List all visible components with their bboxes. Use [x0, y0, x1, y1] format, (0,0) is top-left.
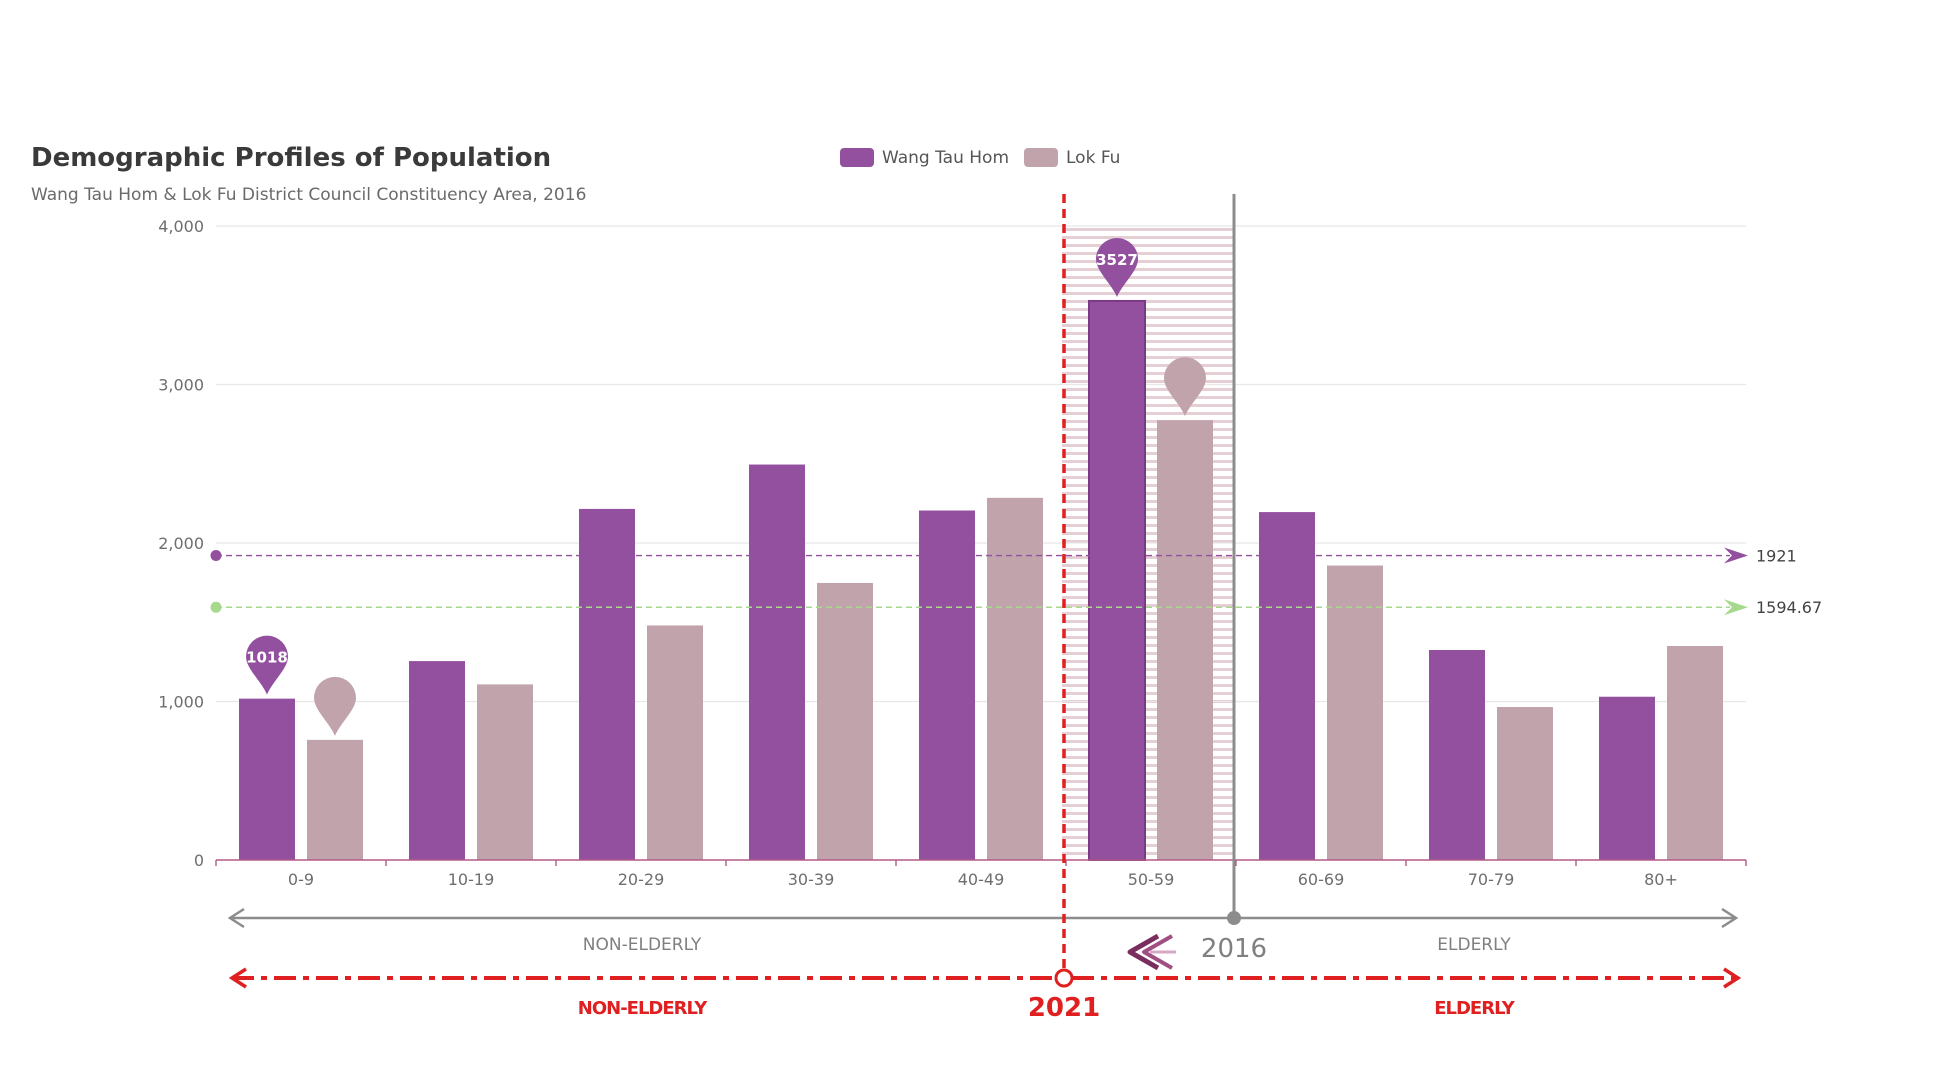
bar-wang-tau-hom-50-59[interactable] — [1088, 299, 1146, 861]
bar-wang-tau-hom-0-9[interactable] — [239, 698, 295, 860]
average-arrowhead — [1724, 547, 1748, 564]
y-tick-label: 2,000 — [158, 534, 204, 553]
bars — [239, 299, 1723, 861]
x-tick-label: 40-49 — [958, 870, 1005, 889]
bar-wang-tau-hom-70-79[interactable] — [1429, 649, 1485, 860]
value-pin-marker — [1164, 357, 1206, 417]
legend-label-lok-fu: Lok Fu — [1066, 148, 1120, 168]
x-tick-label: 0-9 — [288, 870, 314, 889]
bar-lok-fu-70-79[interactable] — [1497, 707, 1553, 860]
value-pin-label: 1018 — [246, 649, 288, 667]
legend-swatch-lok-fu — [1024, 148, 1058, 167]
bar-wang-tau-hom-20-29[interactable] — [579, 508, 635, 860]
legend: Wang Tau Hom Lok Fu — [840, 148, 1120, 168]
bar-lok-fu-80plus[interactable] — [1667, 646, 1723, 860]
chart-title: Demographic Profiles of Population — [31, 143, 551, 173]
shift-arrow-chevron-2 — [1142, 934, 1173, 970]
year-2021-label: 2021 — [1028, 993, 1100, 1023]
bar-wang-tau-hom-80plus[interactable] — [1599, 696, 1655, 860]
x-tick-label: 10-19 — [448, 870, 495, 889]
grey-arrow-left-head — [227, 907, 245, 929]
y-tick-label: 3,000 — [158, 376, 204, 395]
grey-non-elderly-label: NON-ELDERLY — [583, 935, 702, 955]
bar-lok-fu-30-39[interactable] — [817, 582, 873, 860]
bar-wang-tau-hom-60-69[interactable] — [1259, 512, 1315, 860]
x-tick-label: 20-29 — [618, 870, 665, 889]
x-tick-label: 30-39 — [788, 870, 835, 889]
bar-wang-tau-hom-40-49[interactable] — [919, 510, 975, 860]
y-tick-label: 4,000 — [158, 217, 204, 236]
red-elderly-label: ELDERLY — [1434, 998, 1516, 1019]
chart-subtitle: Wang Tau Hom & Lok Fu District Council C… — [31, 185, 586, 205]
year-2021-marker-dot — [1054, 968, 1074, 988]
y-tick-label: 0 — [194, 851, 204, 870]
x-tick-label: 80+ — [1644, 870, 1678, 889]
grey-elderly-label: ELDERLY — [1437, 935, 1511, 955]
year-2016-label: 2016 — [1201, 934, 1267, 964]
average-value-label: 1594.67 — [1756, 598, 1822, 617]
bar-wang-tau-hom-30-39[interactable] — [749, 464, 805, 860]
bar-wang-tau-hom-10-19[interactable] — [409, 661, 465, 860]
x-tick-label: 50-59 — [1128, 870, 1175, 889]
bar-lok-fu-0-9[interactable] — [307, 739, 363, 860]
shift-arrow-chevron-1 — [1127, 933, 1160, 971]
average-arrowhead — [1724, 599, 1748, 616]
bar-lok-fu-10-19[interactable] — [477, 684, 533, 860]
grey-age-arrow — [227, 907, 1739, 929]
y-tick-label: 1,000 — [158, 693, 204, 712]
value-pin-label: 3527 — [1096, 251, 1138, 269]
x-tick-label: 60-69 — [1298, 870, 1345, 889]
red-age-arrow — [228, 967, 1742, 989]
legend-item-wang-tau-hom[interactable]: Wang Tau Hom — [840, 148, 1009, 168]
bar-lok-fu-60-69[interactable] — [1327, 565, 1383, 860]
legend-label-wang-tau-hom: Wang Tau Hom — [882, 148, 1009, 168]
value-pin-marker — [314, 676, 356, 736]
bar-lok-fu-50-59[interactable] — [1157, 420, 1213, 860]
x-axis: 0-9 10-19 20-29 30-39 40-49 50-59 60-69 70-79 80… — [215, 859, 1747, 889]
value-pin-marker — [246, 635, 288, 695]
grid — [216, 225, 1746, 703]
red-arrow-left-head — [228, 967, 247, 989]
legend-item-lok-fu[interactable]: Lok Fu — [1024, 148, 1120, 168]
average-lines: 1921 1594.67 — [210, 547, 1822, 617]
bar-lok-fu-40-49[interactable] — [987, 497, 1043, 860]
bar-lok-fu-20-29[interactable] — [647, 625, 703, 860]
value-pins: 1018 3527 — [246, 237, 1206, 736]
value-pin-marker — [1096, 237, 1138, 297]
average-value-label: 1921 — [1756, 547, 1797, 566]
red-arrow-right-head — [1723, 967, 1742, 989]
y-axis-ticks: 0 1,000 2,000 3,000 4,000 — [158, 217, 204, 870]
x-tick-label: 70-79 — [1468, 870, 1515, 889]
red-non-elderly-label: NON-ELDERLY — [578, 998, 708, 1019]
shift-arrow-icon — [1127, 933, 1176, 971]
legend-swatch-wang-tau-hom — [840, 148, 874, 167]
grey-arrow-right-head — [1721, 907, 1739, 929]
